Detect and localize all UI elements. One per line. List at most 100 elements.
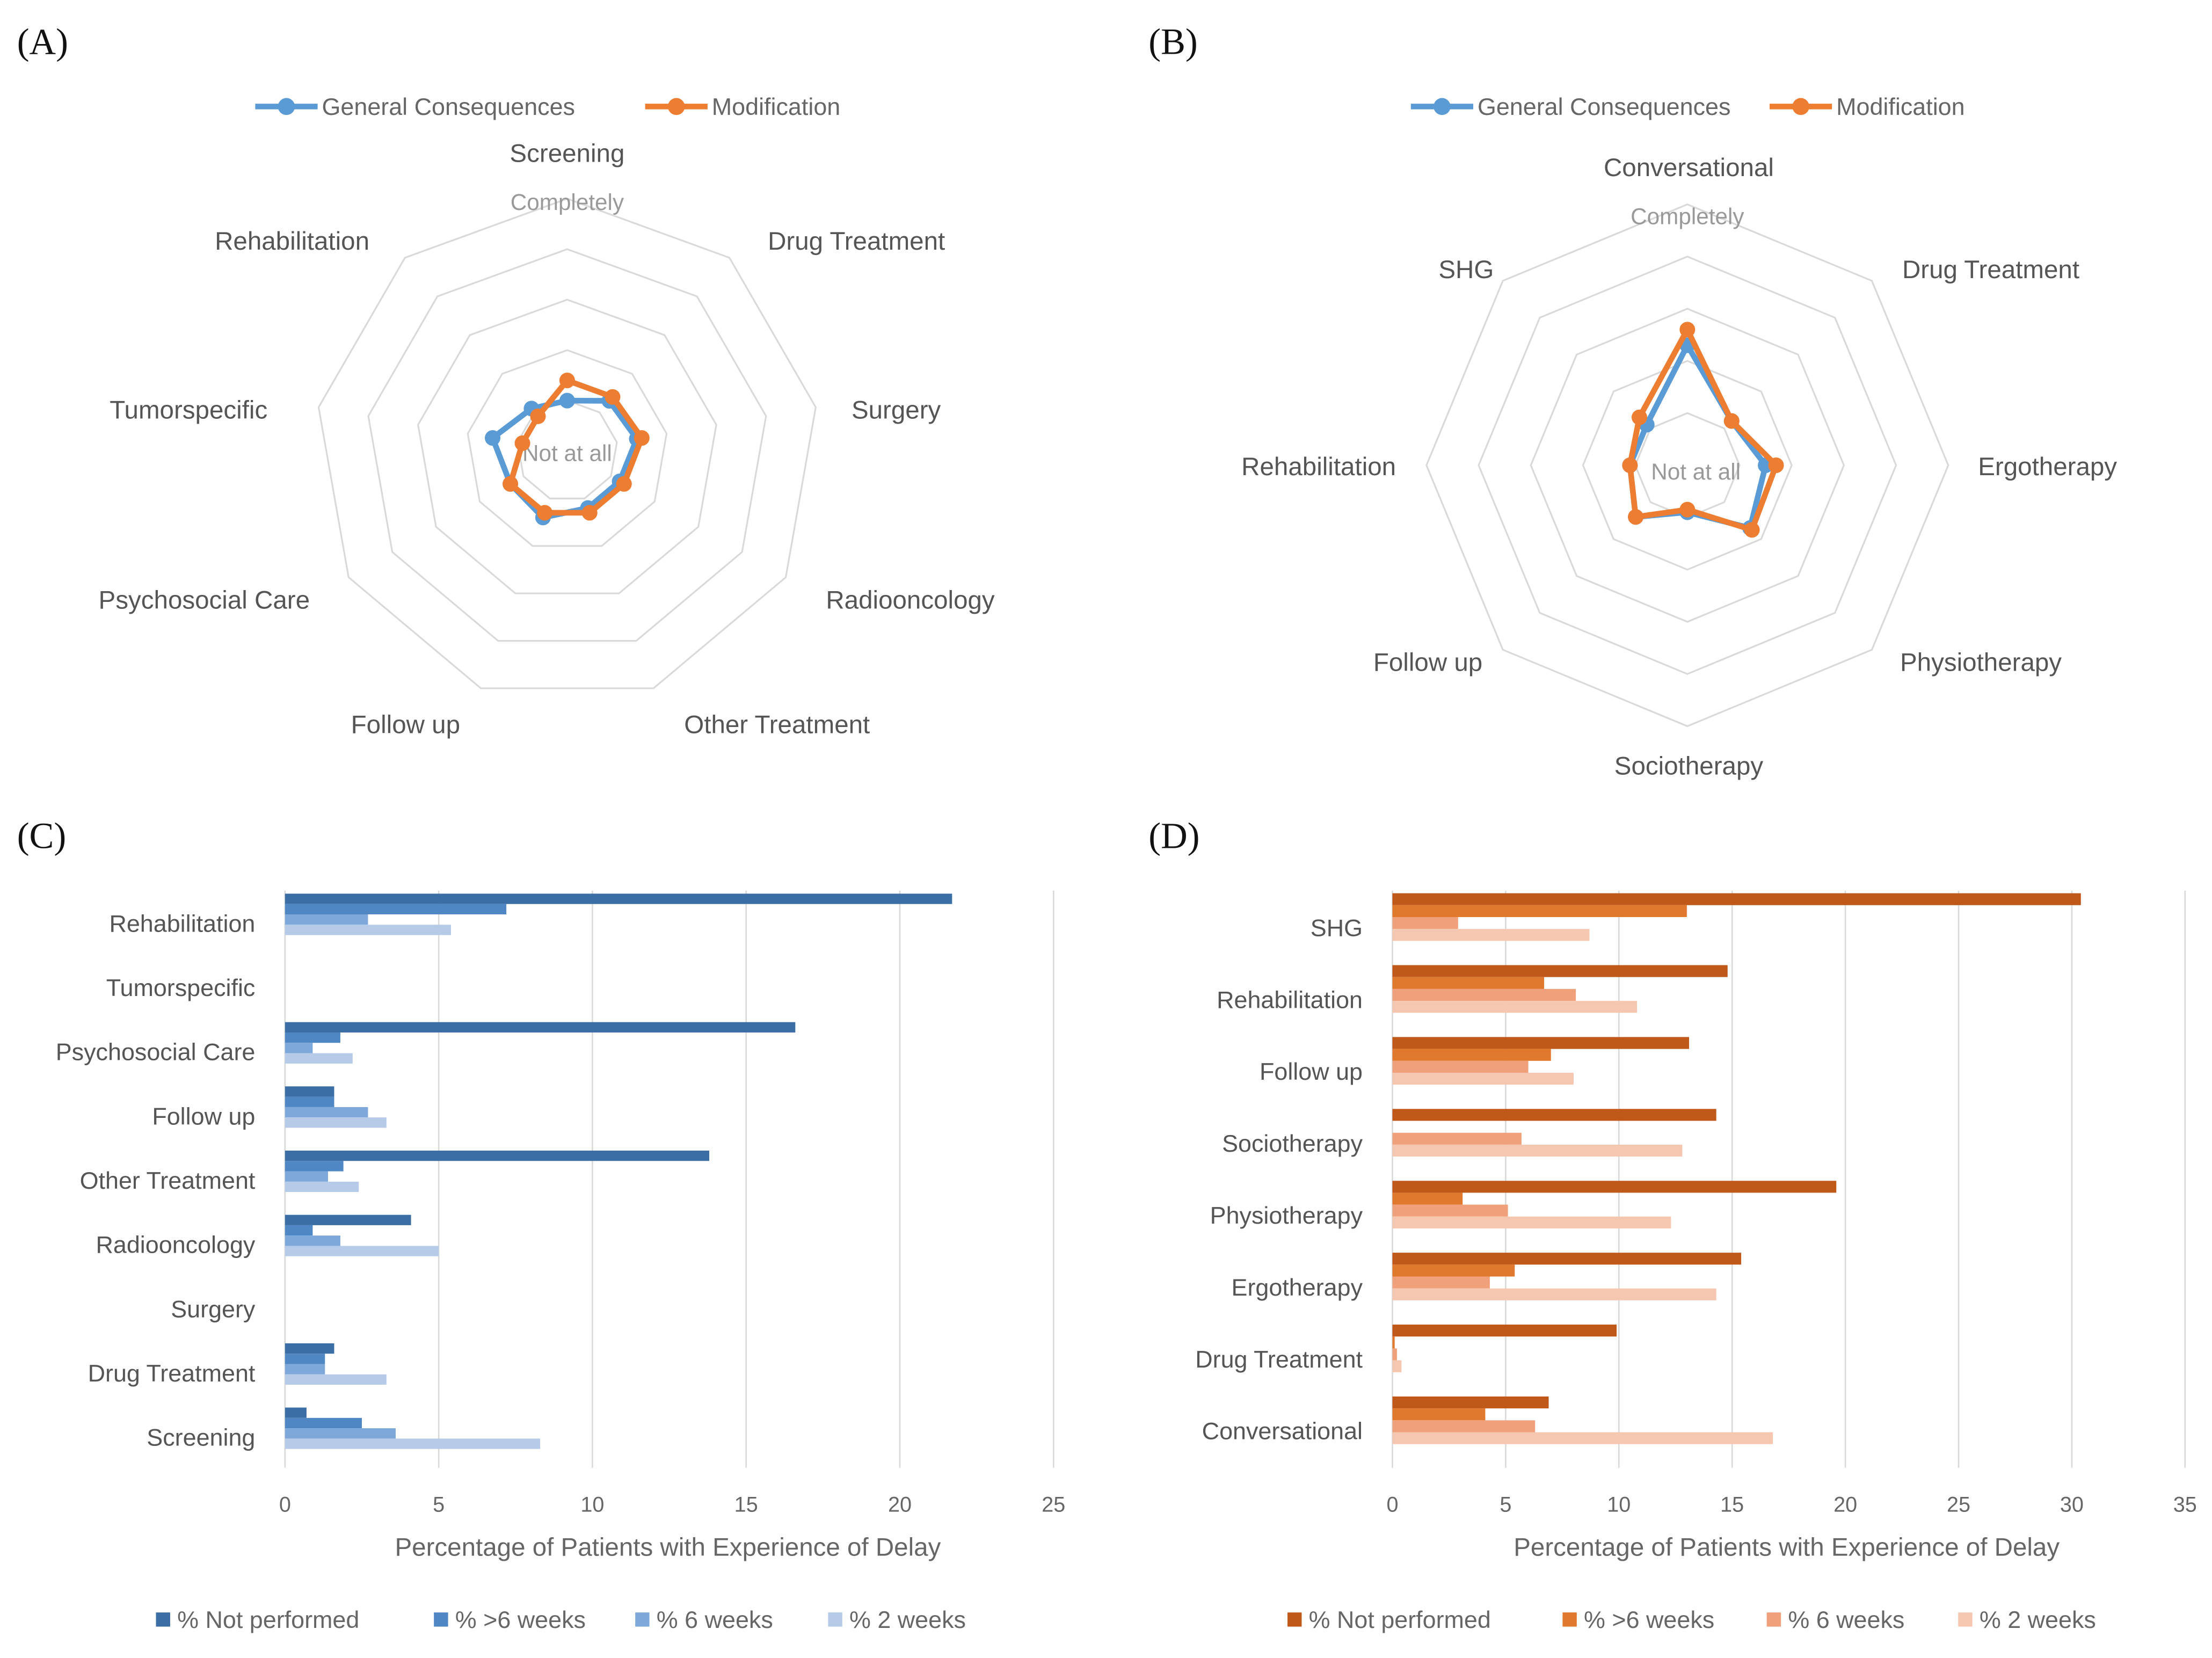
legend-marker-icon bbox=[278, 98, 295, 115]
panel-label-b: (B) bbox=[1148, 21, 1198, 62]
bar-chart-c: 0 5 10 15 20 25 Rehabilitation Tumorspecific Psy… bbox=[56, 890, 1065, 1633]
radar-gridline bbox=[516, 399, 618, 500]
bar bbox=[285, 1171, 329, 1182]
panel-label-a: (A) bbox=[17, 21, 68, 62]
x-axis-label: Percentage of Patients with Experience o… bbox=[395, 1533, 941, 1562]
legend-swatch-icon bbox=[635, 1612, 650, 1627]
bar bbox=[1392, 1192, 1463, 1205]
x-tick-label: 25 bbox=[1947, 1493, 1970, 1517]
radar-data-point bbox=[1768, 457, 1784, 474]
legend-swatch-icon bbox=[156, 1612, 170, 1627]
category-label: Physiotherapy bbox=[1210, 1202, 1363, 1229]
bar bbox=[285, 1117, 387, 1128]
radar-gridline bbox=[1582, 360, 1793, 571]
bar bbox=[1392, 1049, 1551, 1061]
radar-axis-label: Ergotherapy bbox=[1978, 453, 2117, 481]
bar bbox=[1392, 1001, 1638, 1013]
bar bbox=[285, 1364, 325, 1375]
bar bbox=[1392, 1360, 1402, 1372]
bar bbox=[285, 1246, 439, 1256]
radar-data-point bbox=[1744, 522, 1760, 538]
bar bbox=[285, 1022, 796, 1032]
bar bbox=[285, 1161, 344, 1172]
radar-axis-label: Screening bbox=[510, 139, 624, 168]
bar bbox=[1392, 917, 1458, 929]
bar bbox=[1392, 1253, 1742, 1265]
bar bbox=[1392, 1132, 1522, 1145]
x-tick-label: 25 bbox=[1042, 1493, 1065, 1517]
legend-swatch-icon bbox=[434, 1612, 448, 1627]
bar bbox=[1392, 1288, 1716, 1300]
legend-swatch-icon bbox=[1958, 1612, 1973, 1627]
x-tick-label: 5 bbox=[433, 1493, 445, 1517]
bar bbox=[285, 1343, 334, 1354]
radar-data-point bbox=[1631, 409, 1648, 425]
radar-data-point bbox=[1679, 501, 1696, 518]
legend-label: % Not performed bbox=[177, 1606, 359, 1633]
x-tick-label: 30 bbox=[2060, 1493, 2084, 1517]
radar-data-point bbox=[503, 476, 519, 492]
legend-label: General Consequences bbox=[322, 93, 576, 120]
x-tick-label: 0 bbox=[1386, 1493, 1398, 1517]
scale-label-max: Completely bbox=[511, 190, 624, 215]
bar bbox=[285, 1354, 325, 1364]
bar bbox=[285, 1417, 362, 1429]
category-label: Rehabilitation bbox=[1217, 986, 1363, 1013]
bar bbox=[1392, 1072, 1574, 1085]
category-label: Psychosocial Care bbox=[56, 1038, 256, 1066]
legend-label: Modification bbox=[712, 93, 840, 120]
legend-label: % >6 weeks bbox=[1584, 1606, 1714, 1633]
bar bbox=[285, 1032, 340, 1043]
bar bbox=[285, 1150, 709, 1161]
radar-gridline bbox=[1478, 256, 1897, 675]
radar-gridline bbox=[1425, 203, 1949, 728]
bar bbox=[1392, 1181, 1837, 1193]
bar bbox=[1392, 905, 1687, 918]
panel-label-c: (C) bbox=[17, 816, 67, 856]
x-tick-label: 20 bbox=[1833, 1493, 1857, 1517]
bar bbox=[1392, 1037, 1690, 1049]
category-label: Radiooncology bbox=[96, 1231, 255, 1259]
bar bbox=[1392, 1408, 1486, 1421]
bar bbox=[285, 1438, 541, 1449]
legend-label: % >6 weeks bbox=[455, 1606, 586, 1633]
legend-marker-icon bbox=[667, 98, 685, 115]
bar bbox=[285, 914, 368, 925]
x-tick-label: 20 bbox=[888, 1493, 912, 1517]
category-label: Surgery bbox=[171, 1295, 256, 1322]
bar bbox=[285, 1235, 340, 1246]
bar bbox=[1392, 1348, 1397, 1361]
bar bbox=[1392, 1325, 1617, 1337]
radar-axis-label: Other Treatment bbox=[684, 711, 870, 739]
bar bbox=[1392, 1216, 1671, 1228]
bar bbox=[1392, 1432, 1773, 1444]
bar bbox=[285, 904, 507, 914]
bar bbox=[1392, 893, 2081, 905]
bar bbox=[1392, 1204, 1508, 1217]
legend-label: Modification bbox=[1836, 93, 1964, 120]
radar-gridline bbox=[417, 299, 717, 594]
category-label: SHG bbox=[1311, 914, 1363, 941]
radar-data-point bbox=[616, 476, 632, 492]
legend-swatch-icon bbox=[1562, 1612, 1577, 1627]
category-label: Follow up bbox=[1260, 1058, 1363, 1085]
radar-data-point bbox=[1628, 509, 1644, 525]
radar-axis-label: Psychosocial Care bbox=[99, 586, 310, 614]
bar bbox=[285, 1215, 411, 1225]
category-label: Other Treatment bbox=[80, 1167, 256, 1194]
legend-marker-icon bbox=[1434, 98, 1451, 115]
radar-axis-label: Sociotherapy bbox=[1614, 752, 1764, 780]
radar-data-point bbox=[484, 430, 501, 446]
radar-axis-label: Surgery bbox=[852, 396, 941, 424]
radar-series-line bbox=[507, 377, 645, 516]
x-axis-label: Percentage of Patients with Experience o… bbox=[1514, 1533, 2060, 1562]
radar-data-point bbox=[1622, 457, 1638, 474]
category-label: Sociotherapy bbox=[1222, 1130, 1363, 1157]
radar-gridline bbox=[1530, 308, 1845, 623]
category-label: Conversational bbox=[1202, 1417, 1363, 1445]
legend-swatch-icon bbox=[1287, 1612, 1302, 1627]
radar-axis-label: Tumorspecific bbox=[110, 396, 267, 424]
radar-data-point bbox=[1679, 322, 1696, 338]
scale-label-min: Not at all bbox=[522, 441, 612, 466]
scale-label-max: Completely bbox=[1631, 204, 1744, 229]
